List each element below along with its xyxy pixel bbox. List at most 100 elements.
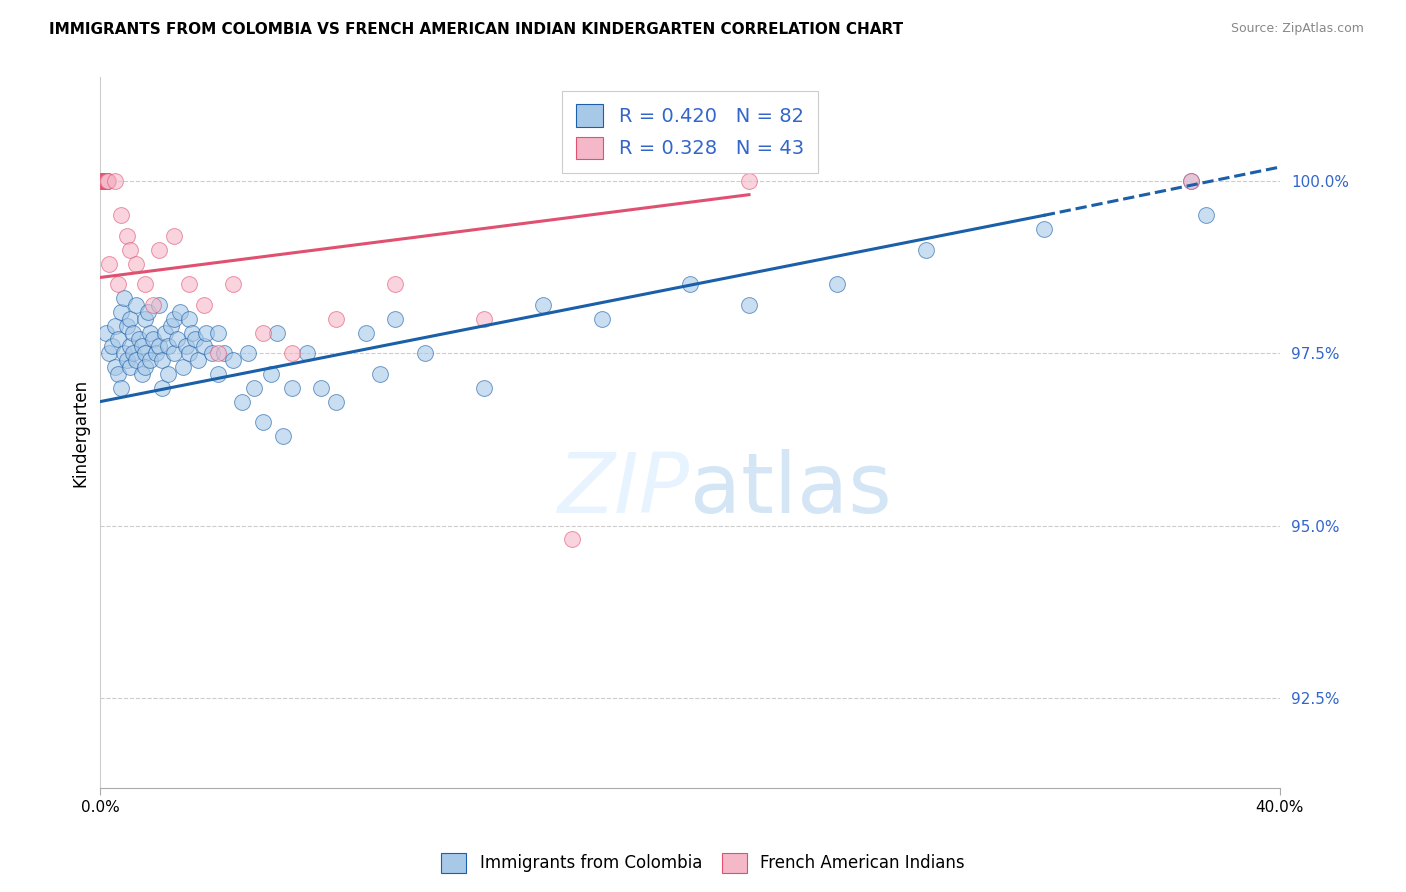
Point [384, 277, 406, 292]
Point [183, 333, 205, 347]
Point [93, 174, 115, 188]
Point [91, 174, 114, 188]
Point [148, 298, 170, 312]
Point [166, 333, 188, 347]
Point [128, 333, 150, 347]
Point [136, 305, 159, 319]
Point [311, 381, 333, 395]
Point [91, 174, 114, 188]
Point [125, 257, 148, 271]
Point [150, 353, 173, 368]
Point [1032, 222, 1054, 236]
Point [121, 326, 143, 340]
Point [112, 291, 135, 305]
Point [325, 394, 347, 409]
Point [94, 174, 117, 188]
Point [98, 257, 121, 271]
Point [180, 326, 202, 340]
Point [101, 339, 124, 353]
Point [139, 353, 162, 368]
Point [121, 346, 143, 360]
Point [150, 381, 173, 395]
Point [242, 381, 264, 395]
Point [115, 318, 138, 333]
Point [118, 311, 141, 326]
Point [187, 353, 209, 368]
Point [115, 353, 138, 368]
Point [142, 333, 165, 347]
Point [145, 346, 167, 360]
Point [110, 208, 132, 222]
Point [104, 174, 127, 188]
Point [236, 346, 259, 360]
Point [231, 394, 253, 409]
Point [827, 277, 849, 292]
Point [1180, 174, 1202, 188]
Point [91, 174, 114, 188]
Point [174, 339, 197, 353]
Point [207, 346, 229, 360]
Point [115, 229, 138, 244]
Point [90, 174, 112, 188]
Point [472, 311, 495, 326]
Point [266, 326, 288, 340]
Point [561, 533, 583, 547]
Point [738, 174, 761, 188]
Point [271, 429, 294, 443]
Point [169, 305, 191, 319]
Point [131, 339, 153, 353]
Point [96, 174, 118, 188]
Point [177, 346, 200, 360]
Point [148, 243, 170, 257]
Text: atlas: atlas [690, 449, 891, 530]
Point [384, 311, 406, 326]
Point [222, 277, 245, 292]
Point [118, 243, 141, 257]
Point [93, 174, 115, 188]
Point [107, 367, 129, 381]
Point [96, 326, 118, 340]
Point [252, 415, 274, 429]
Point [110, 305, 132, 319]
Point [98, 346, 121, 360]
Point [134, 346, 156, 360]
Point [679, 277, 702, 292]
Point [157, 339, 180, 353]
Point [1180, 174, 1202, 188]
Point [131, 367, 153, 381]
Point [177, 277, 200, 292]
Text: Source: ZipAtlas.com: Source: ZipAtlas.com [1230, 22, 1364, 36]
Point [915, 243, 938, 257]
Point [139, 326, 162, 340]
Point [472, 381, 495, 395]
Point [125, 353, 148, 368]
Point [94, 174, 117, 188]
Point [193, 298, 215, 312]
Point [193, 339, 215, 353]
Point [163, 346, 186, 360]
Text: ZIP: ZIP [558, 449, 690, 530]
Point [93, 174, 115, 188]
Point [104, 360, 127, 375]
Point [738, 298, 761, 312]
Point [1195, 208, 1218, 222]
Point [93, 174, 115, 188]
Point [96, 174, 118, 188]
Point [163, 229, 186, 244]
Point [325, 311, 347, 326]
Point [207, 326, 229, 340]
Point [118, 360, 141, 375]
Point [94, 174, 117, 188]
Point [157, 367, 180, 381]
Point [413, 346, 436, 360]
Point [104, 318, 127, 333]
Point [94, 174, 117, 188]
Point [172, 360, 194, 375]
Legend: Immigrants from Colombia, French American Indians: Immigrants from Colombia, French America… [434, 847, 972, 880]
Point [207, 367, 229, 381]
Text: IMMIGRANTS FROM COLOMBIA VS FRENCH AMERICAN INDIAN KINDERGARTEN CORRELATION CHAR: IMMIGRANTS FROM COLOMBIA VS FRENCH AMERI… [49, 22, 903, 37]
Point [281, 381, 304, 395]
Point [94, 174, 117, 188]
Point [112, 346, 135, 360]
Point [134, 277, 156, 292]
